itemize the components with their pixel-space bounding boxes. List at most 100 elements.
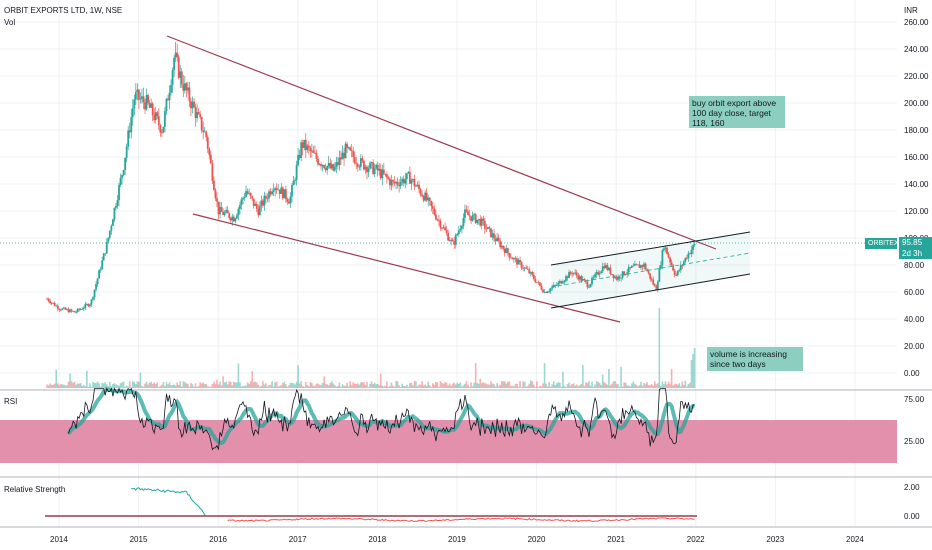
volume-bar [525,386,527,388]
volume-bar [214,383,217,388]
candle-body [85,304,88,305]
volume-bar [90,386,93,388]
candle-body [182,84,185,91]
volume-bar [52,384,54,388]
candle-body [614,277,616,279]
candle-body [453,241,456,245]
volume-bar [225,381,227,388]
candle-body [689,253,691,255]
volume-bar [128,381,131,388]
candle-body [542,289,544,293]
volume-bar [416,386,419,388]
volume-note-annotation[interactable]: volume is increasing since two days [707,347,803,371]
volume-bar [395,381,397,388]
channel-mid-line [550,252,751,288]
volume-bar [678,383,681,388]
candle-body [231,216,234,221]
candle-body [291,185,293,197]
candle-body [344,143,347,159]
time-axis[interactable]: 2014 2015 2016 2017 2018 2019 2020 2021 2022 2023… [50,535,864,544]
descending-trendline-lower[interactable] [192,213,621,323]
volume-bar [167,384,169,388]
candle-body [460,226,463,229]
volume-bar [435,381,437,388]
candle-body [335,162,338,167]
volume-bar [248,383,250,388]
volume-bar [577,386,580,388]
volume-bar [283,381,286,388]
candle-body [280,187,283,194]
volume-bar [240,386,243,388]
volume-bar [612,381,615,388]
volume-bar [355,383,358,388]
candle-body [79,308,82,310]
candle-body [604,265,607,269]
volume-bar [692,354,694,388]
buy-note-annotation[interactable]: buy orbit export above 100 day close, ta… [689,96,785,128]
candle-body [321,165,324,167]
candle-body [53,302,56,306]
volume-bar [303,386,306,388]
channel-lower-line[interactable] [550,273,751,309]
candle-body [454,234,457,245]
price-axis[interactable]: 260.00 240.00 220.00 200.00 180.00 160.00 140.… [904,18,929,378]
volume-bar [271,381,273,388]
volume-bar [425,385,428,388]
candle-body [138,89,140,100]
candle-body [269,191,272,195]
candle-body [511,258,514,260]
candle-body [92,297,94,300]
candle-body [225,210,228,213]
channel-fill [551,232,750,308]
candle-body [229,218,232,221]
volume-bar [672,385,674,388]
volume-bar [635,384,638,388]
candle-body [483,221,486,229]
last-price-countdown-badge: 2d 3h [899,248,932,259]
candle-body [185,83,188,91]
volume-bar [347,386,350,388]
candle-body [261,200,264,206]
candle-body [151,103,154,116]
volume-bar [436,382,439,388]
candle-body [647,271,650,274]
volume-bar [153,382,156,388]
volume-bar [669,383,671,388]
volume-bar [488,384,491,388]
volume-bar [482,382,485,388]
volume-bar [265,383,267,388]
candle-body [220,206,223,212]
volume-bar [497,386,500,388]
descending-trendline-upper[interactable] [166,35,717,250]
volume-bar [46,384,48,388]
candle-body [98,270,101,279]
price-tick-label: 140.00 [904,180,929,189]
volume-bar [615,383,618,388]
volume-bar [318,384,321,388]
volume-bar [139,372,142,388]
candle-body [147,95,149,103]
candle-body [93,289,96,298]
volume-bar [441,382,443,388]
candle-body [655,285,658,290]
volume-bar [494,386,497,388]
volume-bar [216,379,218,388]
volume-bar [608,368,610,388]
candle-body [412,178,414,181]
candle-body [46,298,48,300]
candle-body [505,248,508,254]
volume-bar [219,381,221,388]
volume-bar [618,386,621,388]
volume-bar [563,385,566,388]
volume-bar [629,386,632,388]
candle-body [168,92,171,101]
candle-body [387,177,390,180]
candle-body [554,285,557,286]
volume-bar [458,383,460,388]
volume-bar [257,384,260,388]
candle-body [448,240,451,242]
candle-body [649,273,652,279]
volume-bar [578,385,581,388]
channel-upper-line[interactable] [550,231,751,266]
